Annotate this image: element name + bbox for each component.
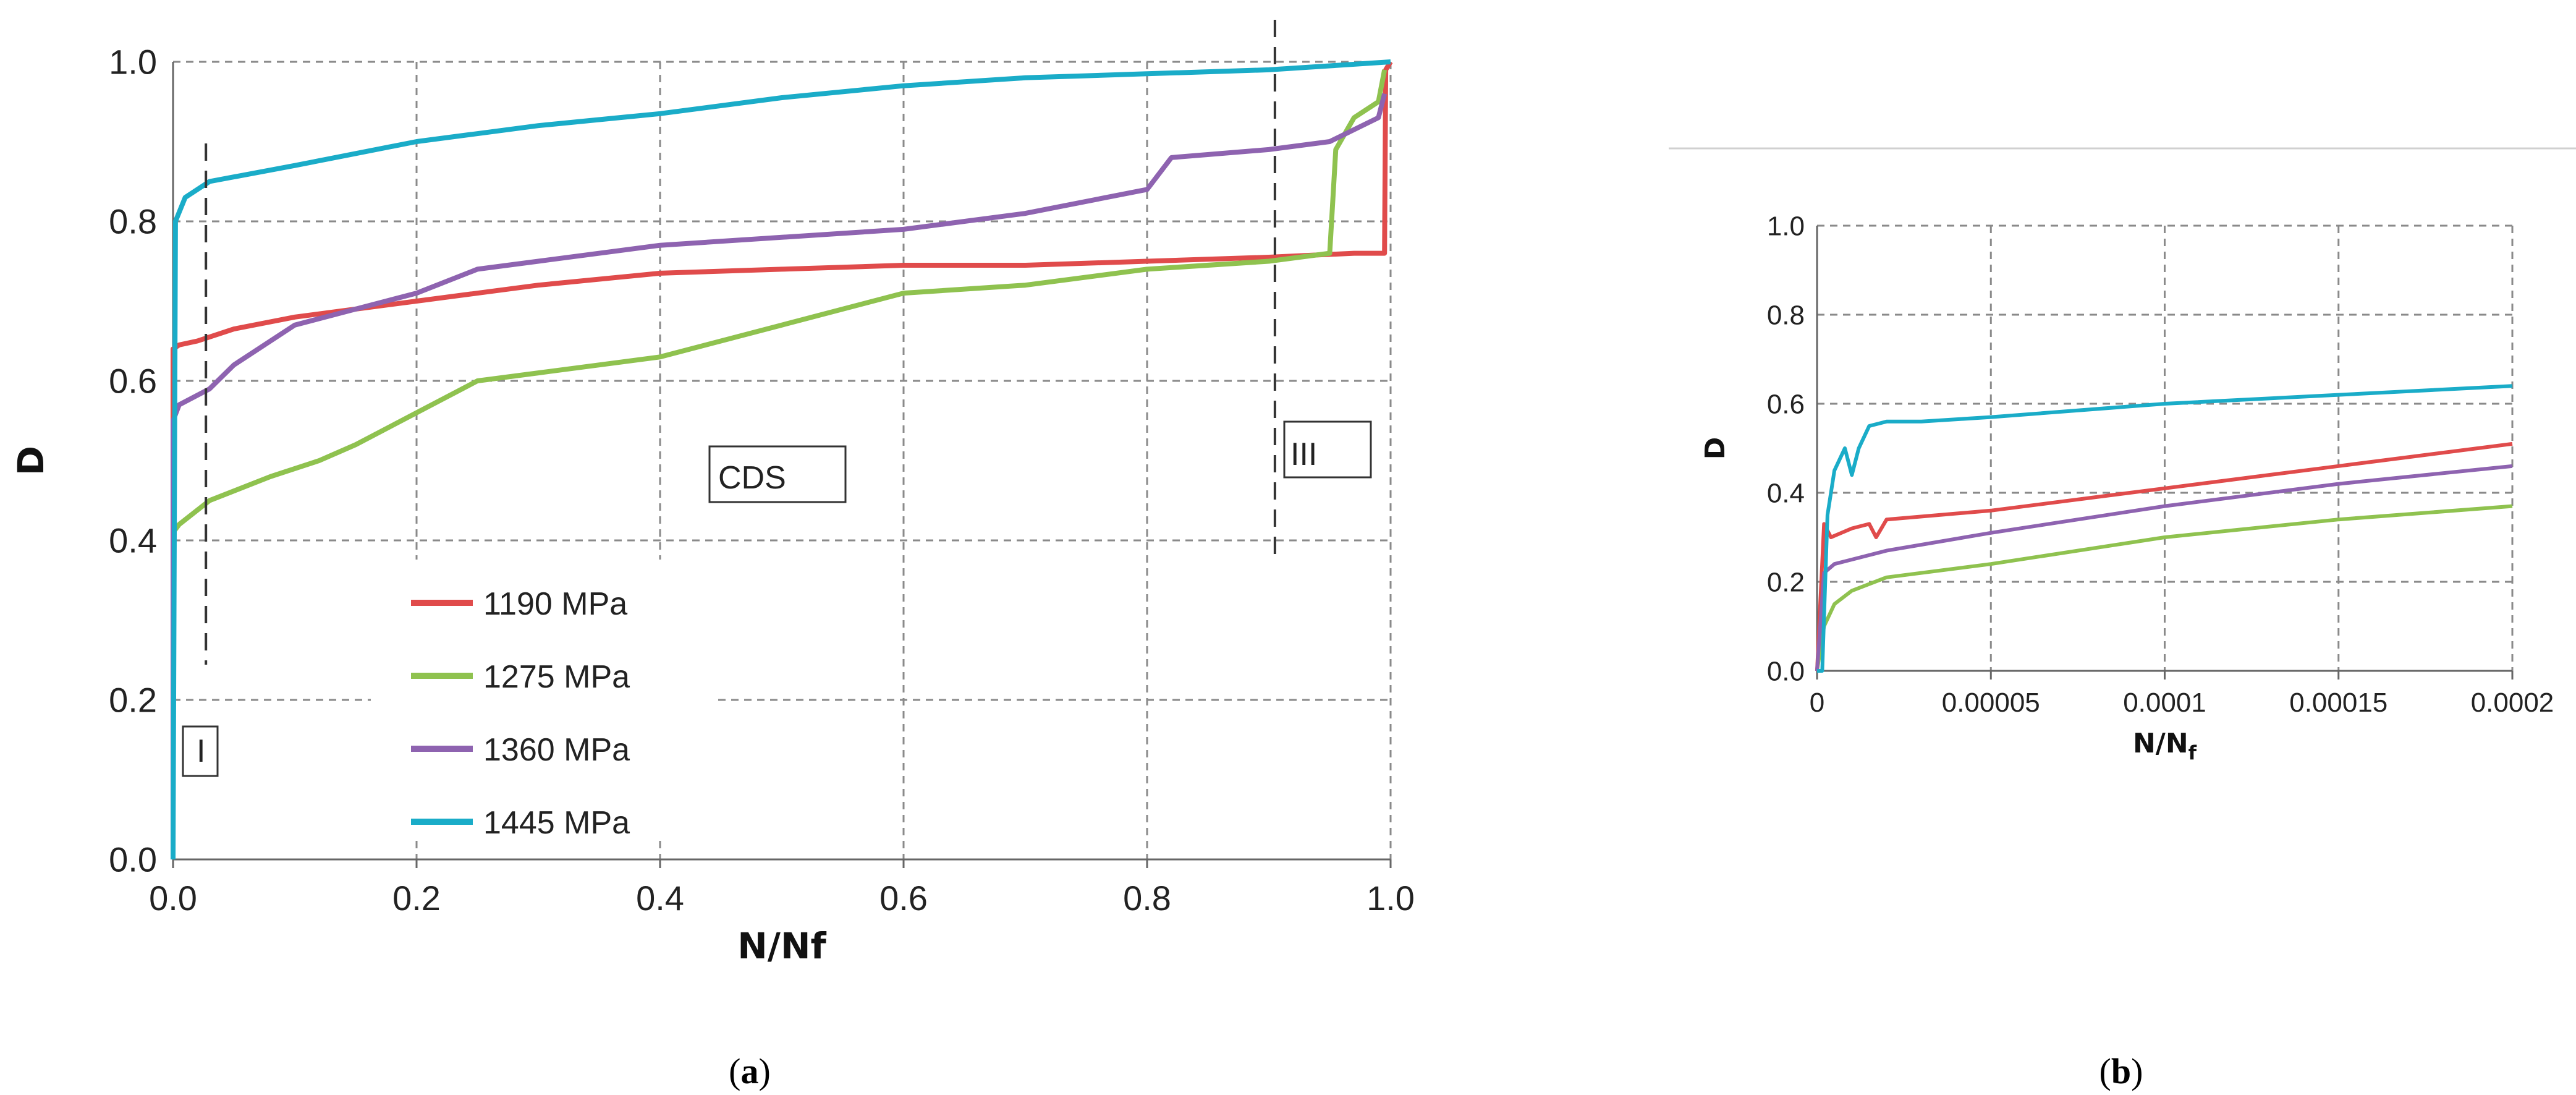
chart-series-line-2 [171, 69, 1388, 859]
annotation-box-III [1283, 420, 1372, 479]
chart-series-line-1 [171, 60, 1393, 859]
legend-label-3: 1360 MPa [483, 732, 630, 768]
chart-y-tick-label: 0.0 [1767, 656, 1805, 686]
chart-x-axis-label: N/Nf [2133, 728, 2197, 764]
chart-x-tick-label: 0.0 [149, 879, 197, 918]
chart-y-tick-label: 1.0 [109, 43, 157, 82]
legend-label-4: 1445 MPa [483, 805, 630, 841]
annotation-box-I [182, 725, 219, 777]
chart-y-tick-label: 0.2 [109, 681, 157, 720]
chart-series-line-3 [171, 93, 1388, 859]
chart-x-axis-label: N/Nf [737, 925, 826, 967]
chart-series-line-2 [1815, 504, 2513, 671]
chart-y-tick-label: 0.2 [1767, 567, 1805, 597]
chart-y-tick-label: 0.4 [1767, 478, 1805, 508]
chart-b: 0.0 0.2 0.4 0.6 0.8 1.0 0 0.00005 0.0001 0.00015 0… [1669, 147, 2576, 764]
chart-x-tick-label: 0.00005 [1942, 688, 2040, 718]
chart-y-tick-label: 0.8 [1767, 300, 1805, 330]
chart-a: 0.0 0.2 0.4 0.6 0.8 1.0 0.0 0.2 0.4 0.6 0.8 1.0 N/Nf… [10, 20, 1415, 967]
legend-label-2: 1275 MPa [483, 659, 630, 695]
panel-label-a: (a) [729, 1051, 771, 1091]
chart-y-tick-label: 0.4 [109, 521, 157, 560]
chart-series-line-4 [171, 59, 1391, 860]
chart-x-tick-label: 0.8 [1123, 879, 1171, 918]
chart-x-tick-label: 0.2 [392, 879, 441, 918]
chart-y-tick-label: 0.6 [109, 362, 157, 401]
chart-y-axis-label: D [10, 446, 52, 475]
chart-x-tick-label: 0.0002 [2471, 688, 2554, 718]
chart-y-axis-label: D [1700, 437, 1731, 460]
panel-label-b: (b) [2099, 1051, 2143, 1091]
chart-a-annotation-III: III [1290, 437, 1317, 472]
chart-y-tick-label: 1.0 [1767, 211, 1805, 241]
chart-a-annotation-CDS: CDS [718, 460, 786, 496]
chart-x-tick-label: 1.0 [1366, 879, 1415, 918]
chart-series-line-4 [1817, 384, 2513, 673]
chart-x-tick-label: 0.00015 [2289, 688, 2387, 718]
annotation-box-CDS [708, 445, 847, 503]
chart-y-tick-label: 0.6 [1767, 389, 1805, 419]
chart-y-tick-label: 0.8 [109, 202, 157, 241]
legend-label-1: 1190 MPa [483, 586, 627, 622]
chart-y-tick-label: 0.0 [109, 840, 157, 879]
chart-x-tick-label: 0.0001 [2123, 688, 2206, 718]
chart-x-tick-label: 0.6 [879, 879, 928, 918]
chart-a-legend-background [371, 560, 717, 841]
chart-x-tick-label: 0.4 [636, 879, 684, 918]
chart-a-legend: 1190 MPa 1275 MPa 1360 MPa 1445 MPa [411, 586, 630, 841]
chart-a-annotation-I: I [197, 733, 205, 769]
chart-x-tick-label: 0 [1810, 688, 1824, 718]
